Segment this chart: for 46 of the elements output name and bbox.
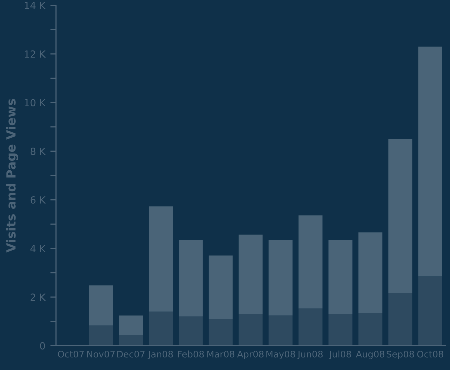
bar [89,286,114,326]
x-tick-label: Sep08 [386,350,414,360]
bar [179,316,203,346]
bar [418,46,443,277]
x-tick-label: Mar08 [208,350,235,358]
bar [208,319,233,346]
bar [328,240,353,314]
x-tick-label: Aug08 [356,350,385,360]
x-tick-label: Jul08 [329,350,352,360]
bar [89,326,114,346]
y-tick-label: 12 K [25,50,46,58]
x-tick-label: Oct08 [417,350,444,358]
bar [238,314,263,346]
bar [388,139,413,293]
x-tick-label: May08 [266,350,296,360]
bar [328,314,353,346]
bar [418,276,443,346]
x-tick-label: Oct07 [58,350,84,358]
y-tick-label: 0 [40,342,46,350]
bar [358,313,383,346]
x-tick-label: Apr08 [237,350,264,360]
bar [268,316,293,346]
bar [149,312,174,346]
bar [208,256,233,320]
x-tick-label: Jan08 [148,350,174,360]
bar [238,234,263,314]
y-axis-title: Visits and Page Views [6,99,18,253]
y-tick-label: 2 K [30,294,46,302]
y-tick-label: 4 K [30,245,46,252]
bar [298,216,323,309]
bar [149,206,174,312]
x-tick-label: Dec07 [118,350,145,358]
bar [179,240,203,317]
bar [298,308,323,346]
bar [358,232,383,314]
x-tick-label: Jun08 [297,350,323,360]
x-tick-label: Nov07 [87,350,115,358]
bar [268,240,293,316]
bar [388,292,413,346]
y-tick-label: 10 K [25,99,46,107]
x-tick-label: Feb08 [178,350,204,358]
bar [119,316,144,336]
y-tick-label: 6 K [30,196,46,204]
y-tick-label: 8 K [30,148,46,156]
y-tick-label: 14 K [25,2,46,10]
bar [119,335,144,346]
